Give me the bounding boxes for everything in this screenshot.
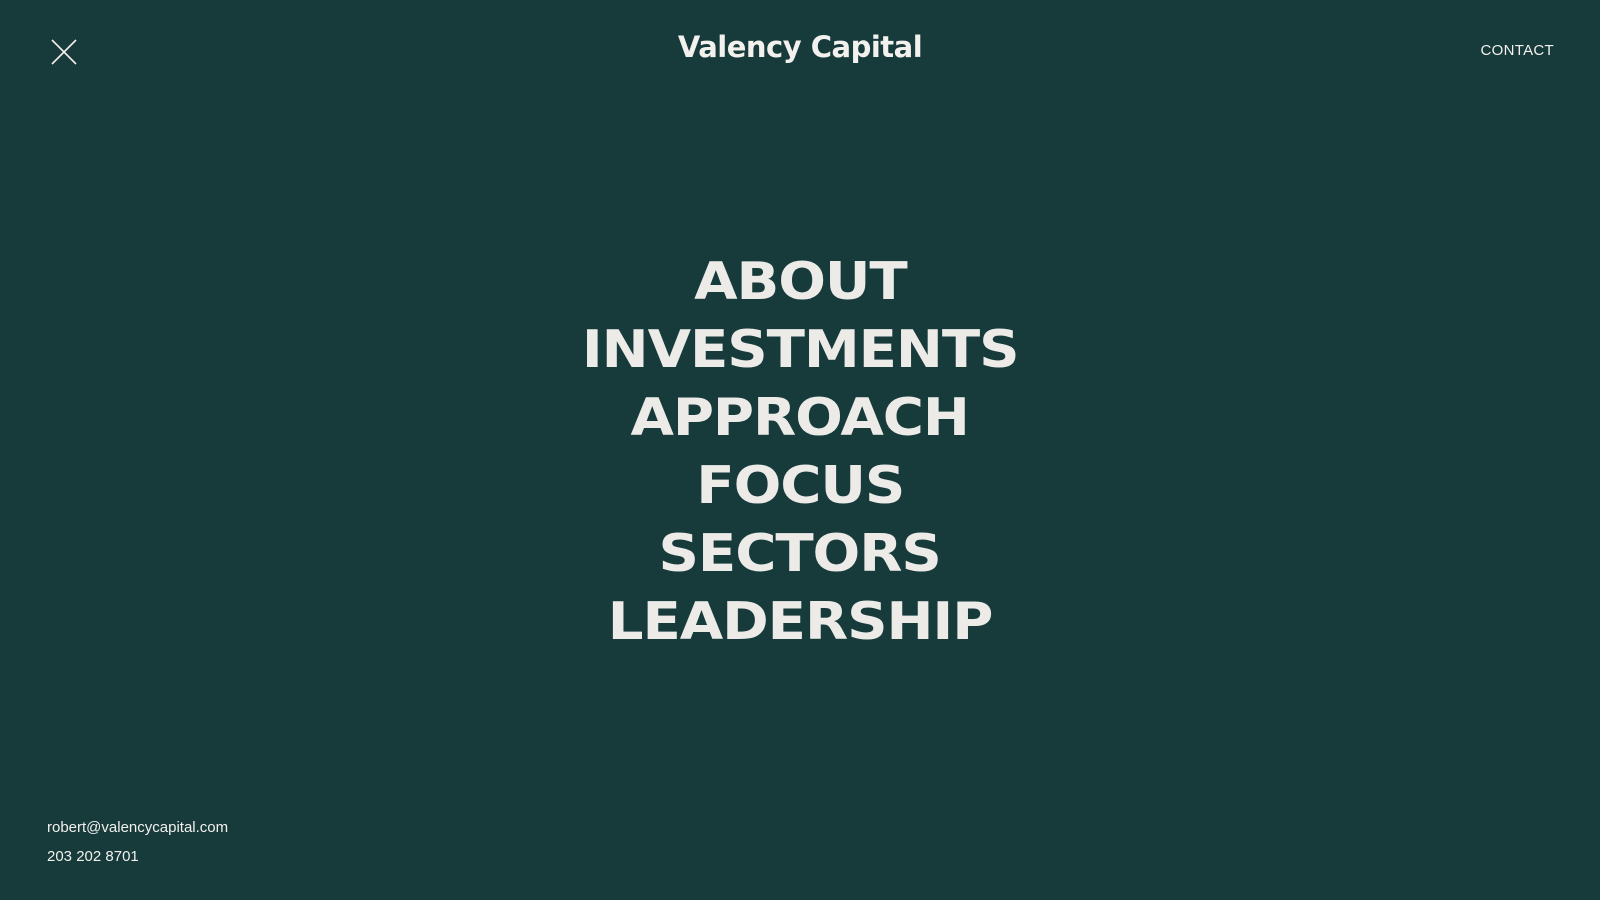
close-menu-button[interactable] bbox=[48, 36, 80, 68]
menu-item-approach[interactable]: APPROACH bbox=[630, 388, 970, 448]
contact-info: robert@valencycapital.com 203 202 8701 bbox=[47, 813, 228, 871]
main-menu: ABOUT INVESTMENTS APPROACH FOCUS SECTORS… bbox=[0, 248, 1600, 656]
menu-item-leadership[interactable]: LEADERSHIP bbox=[607, 592, 994, 652]
close-icon bbox=[51, 39, 77, 65]
phone-link[interactable]: 203 202 8701 bbox=[47, 848, 139, 865]
menu-item-investments[interactable]: INVESTMENTS bbox=[581, 320, 1020, 380]
contact-link[interactable]: CONTACT bbox=[1480, 42, 1554, 59]
menu-item-about[interactable]: ABOUT bbox=[693, 252, 908, 312]
menu-item-focus[interactable]: FOCUS bbox=[696, 456, 905, 516]
brand-logo-container: Valency Capital bbox=[0, 30, 1600, 64]
email-link[interactable]: robert@valencycapital.com bbox=[47, 819, 229, 836]
brand-logo[interactable]: Valency Capital bbox=[677, 30, 923, 64]
menu-item-sectors[interactable]: SECTORS bbox=[658, 524, 942, 584]
